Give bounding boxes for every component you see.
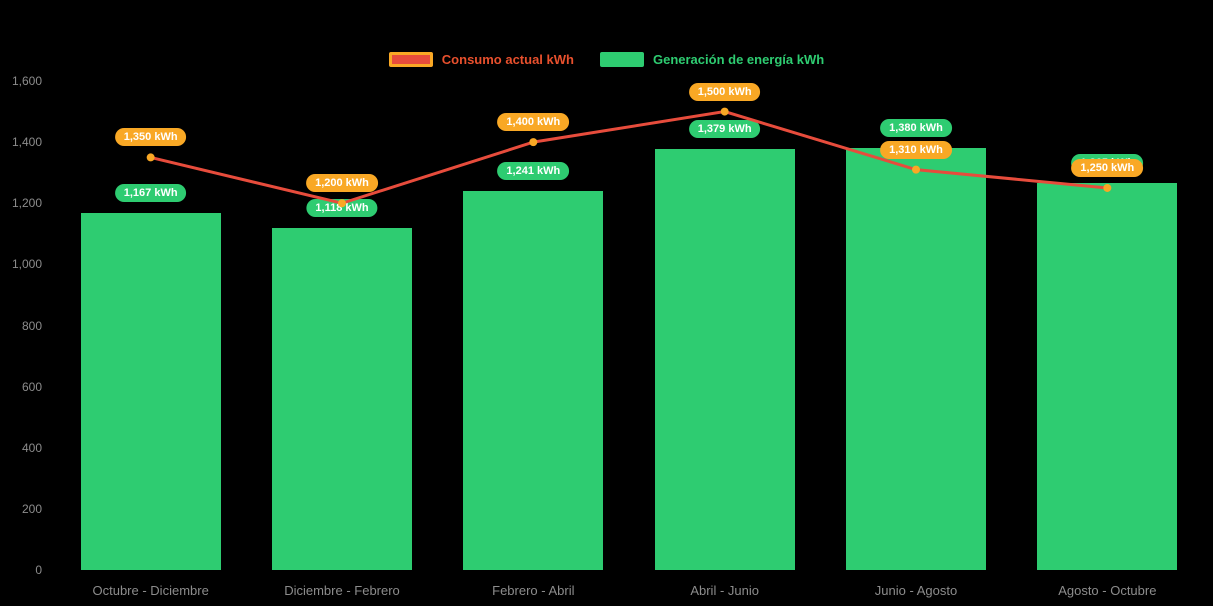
legend-label-consumo: Consumo actual kWh xyxy=(441,52,574,67)
bar-value-label: 1,379 kWh xyxy=(688,119,761,138)
bar-generacion[interactable] xyxy=(463,190,604,570)
bar-value-label: 1,241 kWh xyxy=(497,161,570,180)
x-axis-category-label: Octubre - Diciembre xyxy=(92,583,209,598)
x-axis-category-label: Agosto - Octubre xyxy=(1058,583,1157,598)
bar-value-label: 1,380 kWh xyxy=(880,119,952,138)
legend: Consumo actual kWh Generación de energía… xyxy=(0,52,1213,67)
bar-generacion[interactable] xyxy=(80,213,221,570)
line-series-swatch-icon xyxy=(388,52,433,67)
y-axis-tick-label: 200 xyxy=(21,501,42,516)
y-axis: 0 200 400 600 800 1,000 1,200 1,400 1,600 xyxy=(0,0,46,606)
line-value-label: 1,500 kWh xyxy=(688,82,761,101)
bar-generacion[interactable] xyxy=(654,148,795,570)
line-value-label: 1,350 kWh xyxy=(114,128,187,147)
line-value-label: 1,250 kWh xyxy=(1071,158,1144,177)
consumo-line xyxy=(150,110,1108,205)
x-axis-category-label: Junio - Agosto xyxy=(874,583,958,598)
x-axis-category-label: Abril - Junio xyxy=(690,583,759,598)
consumo-point[interactable] xyxy=(338,199,346,208)
y-axis-tick-label: 600 xyxy=(21,379,42,394)
x-axis-category-label: Diciembre - Febrero xyxy=(284,583,400,598)
y-axis-tick-label: 1,200 xyxy=(11,196,42,211)
consumo-point[interactable] xyxy=(720,107,729,116)
consumo-point[interactable] xyxy=(1103,183,1112,192)
line-value-label: 1,400 kWh xyxy=(497,113,570,132)
consumo-point[interactable] xyxy=(146,153,155,162)
x-axis-category-label: Febrero - Abril xyxy=(492,583,575,598)
bar-series-swatch-icon xyxy=(599,52,644,67)
y-axis-tick-label: 400 xyxy=(21,440,42,455)
y-axis-tick-label: 0 xyxy=(35,563,42,577)
bar-generacion[interactable] xyxy=(272,228,412,570)
legend-item-consumo[interactable]: Consumo actual kWh xyxy=(388,52,574,67)
bar-generacion[interactable] xyxy=(1037,183,1178,570)
bar-value-label: 1,167 kWh xyxy=(114,184,187,203)
bar-generacion[interactable] xyxy=(846,148,986,570)
y-axis-tick-label: 1,000 xyxy=(11,257,42,272)
legend-label-generacion: Generación de energía kWh xyxy=(652,52,825,67)
consumo-point[interactable] xyxy=(529,138,538,147)
y-axis-tick-label: 1,600 xyxy=(11,74,42,88)
y-axis-tick-label: 1,400 xyxy=(11,135,42,150)
bar-value-label: 1,118 kWh xyxy=(306,199,378,218)
line-value-label: 1,310 kWh xyxy=(880,140,952,159)
line-value-label: 1,200 kWh xyxy=(306,174,378,193)
legend-item-generacion[interactable]: Generación de energía kWh xyxy=(599,52,825,67)
consumo-point[interactable] xyxy=(912,165,920,174)
y-axis-tick-label: 800 xyxy=(21,318,42,333)
